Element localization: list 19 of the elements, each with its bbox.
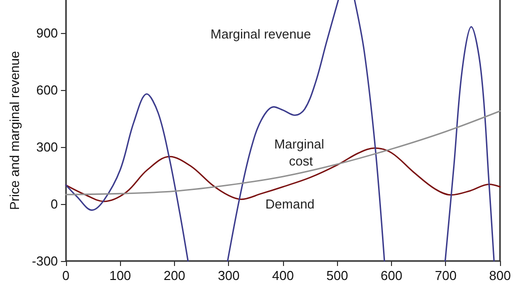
x-tick-label: 100 bbox=[109, 268, 132, 283]
x-tick-label: 800 bbox=[489, 268, 511, 283]
x-tick-label: 600 bbox=[380, 268, 402, 283]
y-axis-title: Price and marginal revenue bbox=[7, 51, 22, 210]
x-tick-label: 400 bbox=[272, 268, 294, 283]
y-tick-label: -300 bbox=[32, 254, 58, 268]
x-tick-label: 700 bbox=[434, 268, 457, 283]
y-tick-label: 900 bbox=[36, 26, 58, 41]
y-tick-label: 600 bbox=[36, 82, 58, 98]
x-tick-label: 200 bbox=[164, 268, 186, 283]
x-tick-label: 300 bbox=[218, 268, 240, 283]
series-label: Marginal cost bbox=[274, 136, 328, 169]
y-tick-label: 0 bbox=[50, 196, 58, 212]
series-label: Demand bbox=[265, 196, 315, 212]
y-tick-label: 300 bbox=[36, 140, 58, 155]
x-tick-label: 0 bbox=[62, 268, 70, 283]
series-label: Marginal revenue bbox=[210, 26, 311, 42]
line-series bbox=[65, 110, 501, 196]
x-tick-label: 500 bbox=[326, 268, 348, 283]
